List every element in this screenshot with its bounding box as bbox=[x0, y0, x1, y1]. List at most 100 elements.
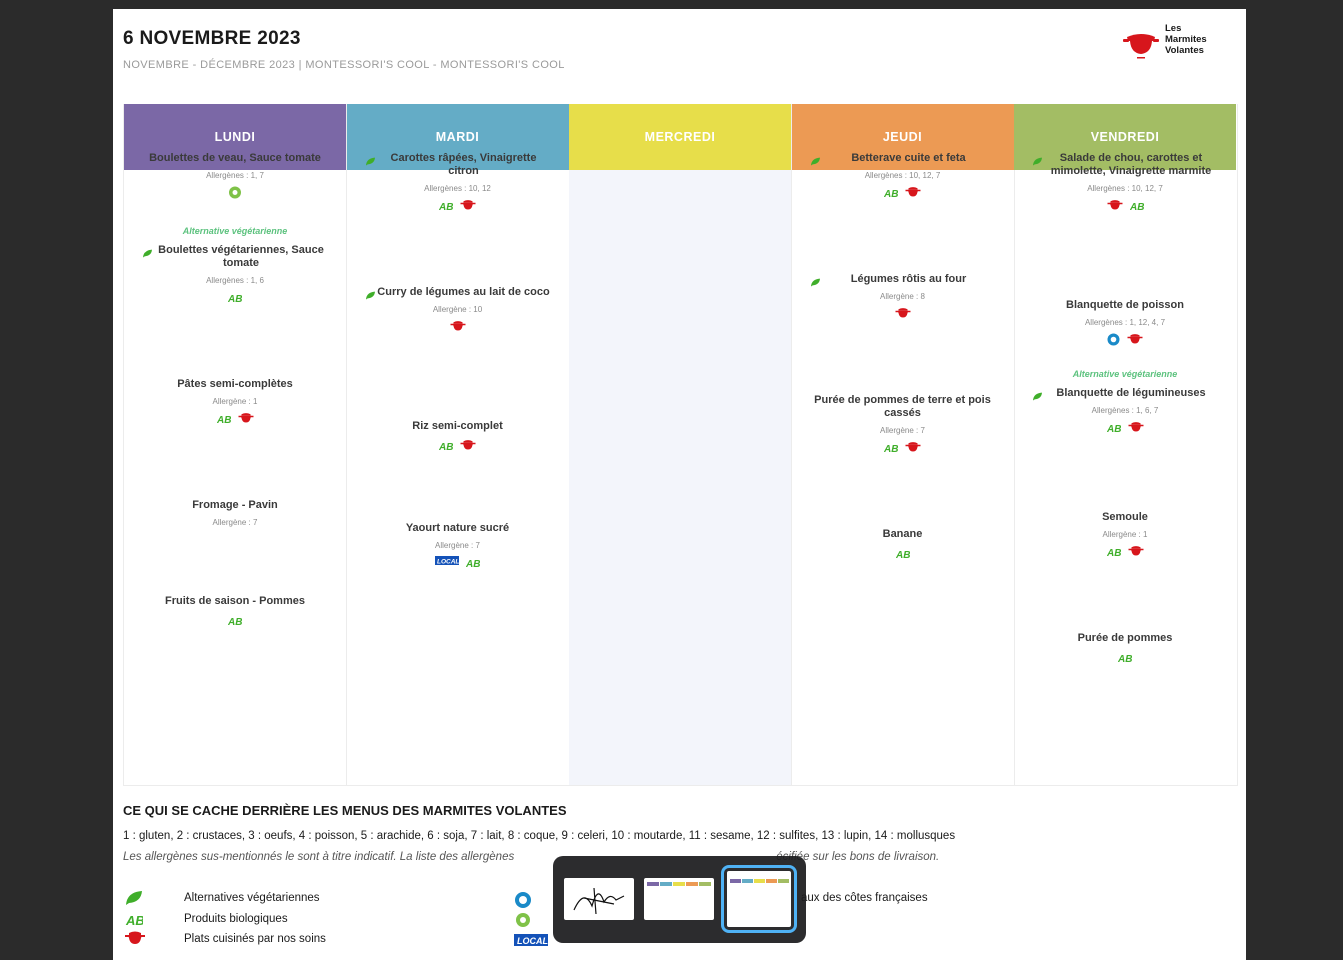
ab-bio-icon: AB bbox=[466, 556, 480, 569]
day-header: MERCREDI bbox=[569, 104, 791, 170]
ab-bio-icon: AB bbox=[884, 441, 898, 454]
leaf-icon bbox=[1032, 388, 1043, 401]
pot-icon bbox=[895, 307, 911, 320]
svg-text:AB: AB bbox=[439, 202, 453, 211]
dish-allergens: Allergène : 1 bbox=[212, 397, 258, 406]
vegetarian-alternative-label: Alternative végétarienne bbox=[1072, 369, 1178, 379]
switcher-thumbnail-menu[interactable] bbox=[644, 878, 714, 920]
page-title: 6 NOVEMBRE 2023 bbox=[123, 28, 301, 49]
logo-text: Les Marmites Volantes bbox=[1165, 23, 1207, 56]
pot-icon bbox=[460, 199, 476, 212]
fish-label-icon bbox=[1107, 333, 1120, 346]
recycle-icon bbox=[514, 912, 532, 933]
dish-allergens: Allergènes : 1, 12, 4, 7 bbox=[1084, 318, 1166, 327]
pot-icon bbox=[450, 320, 466, 333]
allergen-note: Les allergènes sus-mentionnés le sont à … bbox=[123, 851, 940, 863]
svg-text:AB: AB bbox=[466, 559, 480, 568]
dish-allergens: Allergène : 7 bbox=[212, 518, 258, 527]
dish-allergens: Allergènes : 10, 12, 7 bbox=[864, 171, 941, 180]
ab-bio-icon: AB bbox=[1107, 421, 1121, 434]
menu-dish: Fromage - Pavin Allergène : 7 bbox=[124, 499, 346, 527]
svg-text:AB: AB bbox=[1118, 654, 1132, 663]
day-column-jeudi: JEUDI Betterave cuite et feta Allergènes :… bbox=[791, 104, 1015, 785]
menu-dish: Semoule Allergène : 1 AB bbox=[1014, 511, 1236, 558]
dish-allergens: Allergènes : 1, 6 bbox=[206, 276, 264, 285]
menu-dish: Carottes râpées, Vinaigrette citron Aller… bbox=[347, 152, 569, 212]
vegetarian-alternative-label: Alternative végétarienne bbox=[182, 226, 288, 236]
recycle-icon bbox=[228, 186, 242, 199]
svg-text:AB: AB bbox=[439, 442, 453, 451]
menu-dish: Alternative végétarienne Blanquette de lé… bbox=[1014, 369, 1236, 434]
legend-item-coast: aux des côtes françaises bbox=[801, 892, 928, 904]
menu-dish: Betterave cuite et feta Allergènes : 10, … bbox=[792, 152, 1014, 199]
dish-name: Curry de légumes au lait de coco bbox=[377, 286, 550, 298]
dish-name: Blanquette de légumineuses bbox=[1056, 387, 1206, 399]
dish-name: Fromage - Pavin bbox=[192, 499, 278, 511]
svg-text:LOCAL: LOCAL bbox=[437, 559, 459, 566]
local-icon: LOCAL bbox=[514, 933, 548, 951]
ab-bio-icon: AB bbox=[1107, 545, 1121, 558]
dish-allergens: Allergène : 10 bbox=[432, 305, 483, 314]
dish-name: Purée de pommes de terre et pois cassés bbox=[814, 394, 991, 419]
pot-logo-icon bbox=[1123, 34, 1159, 59]
leaf-icon bbox=[810, 153, 821, 166]
menu-dish: Yaourt nature sucré Allergène : 7 LOCAL AB bbox=[347, 522, 569, 569]
menu-dish: Banane AB bbox=[792, 528, 1014, 560]
svg-text:AB: AB bbox=[884, 189, 898, 198]
menu-dish: Légumes rôtis au four Allergène : 8 bbox=[792, 273, 1014, 320]
leaf-icon bbox=[1032, 153, 1043, 166]
day-column-mardi: MARDI Carottes râpées, Vinaigrette citron… bbox=[346, 104, 570, 785]
menu-dish: Alternative végétarienne Boulettes végéta… bbox=[124, 226, 346, 304]
day-column-vendredi: VENDREDI Salade de chou, carottes et mimo… bbox=[1014, 104, 1236, 785]
menu-dish: Purée de pommes de terre et pois cassés A… bbox=[792, 394, 1014, 454]
leaf-icon bbox=[365, 287, 376, 300]
pot-icon bbox=[125, 930, 145, 951]
ab-bio-icon: AB bbox=[228, 291, 242, 304]
pot-icon bbox=[1128, 545, 1144, 558]
menu-dish: Salade de chou, carottes et mimolette, V… bbox=[1014, 152, 1236, 212]
svg-text:AB: AB bbox=[228, 294, 242, 303]
dish-allergens: Allergène : 1 bbox=[1102, 530, 1148, 539]
day-header: VENDREDI bbox=[1014, 104, 1236, 170]
svg-text:AB: AB bbox=[1107, 424, 1121, 433]
dish-allergens: Allergènes : 1, 6, 7 bbox=[1091, 406, 1159, 415]
legend-title: CE QUI SE CACHE DERRIÈRE LES MENUS DES M… bbox=[123, 803, 567, 818]
ab-bio-icon: AB bbox=[439, 199, 453, 212]
ab-bio-icon: AB bbox=[439, 439, 453, 452]
pot-icon bbox=[238, 412, 254, 425]
dish-name: Légumes rôtis au four bbox=[850, 273, 967, 285]
svg-text:AB: AB bbox=[884, 444, 898, 453]
weekly-menu-grid: LUNDI Boulettes de veau, Sauce tomate Alle… bbox=[123, 104, 1238, 786]
dish-name: Purée de pommes bbox=[1077, 632, 1173, 644]
menu-dish: Pâtes semi-complètes Allergène : 1 AB bbox=[124, 378, 346, 425]
dish-name: Banane bbox=[882, 528, 923, 540]
day-column-lundi: LUNDI Boulettes de veau, Sauce tomate Alle… bbox=[124, 104, 347, 785]
day-header: JEUDI bbox=[791, 104, 1014, 170]
svg-text:AB: AB bbox=[1107, 548, 1121, 557]
ab-bio-icon: AB bbox=[896, 547, 910, 560]
dish-allergens: Allergènes : 1, 7 bbox=[206, 171, 264, 180]
dish-name: Betterave cuite et feta bbox=[851, 152, 966, 164]
dish-name: Carottes râpées, Vinaigrette citron bbox=[390, 152, 537, 177]
menu-dish: Boulettes de veau, Sauce tomate Allergène… bbox=[124, 152, 346, 199]
window-switcher bbox=[553, 856, 806, 943]
leaf-icon bbox=[810, 274, 821, 287]
menu-dish: Curry de légumes au lait de coco Allergèn… bbox=[347, 286, 569, 333]
switcher-thumbnail-signature[interactable] bbox=[564, 878, 634, 920]
dish-name: Fruits de saison - Pommes bbox=[165, 595, 305, 607]
leaf-icon bbox=[125, 890, 143, 911]
dish-allergens: Allergènes : 10, 12, 7 bbox=[1087, 184, 1163, 193]
svg-text:AB: AB bbox=[217, 415, 231, 424]
legend-item-homemade: Plats cuisinés par nos soins bbox=[184, 933, 326, 945]
pot-icon bbox=[1128, 421, 1144, 434]
menu-dish: Fruits de saison - Pommes AB bbox=[124, 595, 346, 627]
page-subtitle: NOVEMBRE - DÉCEMBRE 2023 | MONTESSORI'S … bbox=[123, 59, 565, 71]
pot-icon bbox=[1107, 199, 1123, 212]
dish-name: Riz semi-complet bbox=[412, 420, 503, 432]
dish-allergens: Allergène : 7 bbox=[880, 426, 925, 435]
dish-name: Semoule bbox=[1102, 511, 1148, 523]
dish-name: Boulettes végétariennes, Sauce tomate bbox=[158, 244, 324, 269]
switcher-thumbnail-menu-active[interactable] bbox=[721, 865, 797, 933]
legend-item-vegetarian: Alternatives végétariennes bbox=[184, 892, 320, 904]
day-header: LUNDI bbox=[124, 104, 346, 170]
